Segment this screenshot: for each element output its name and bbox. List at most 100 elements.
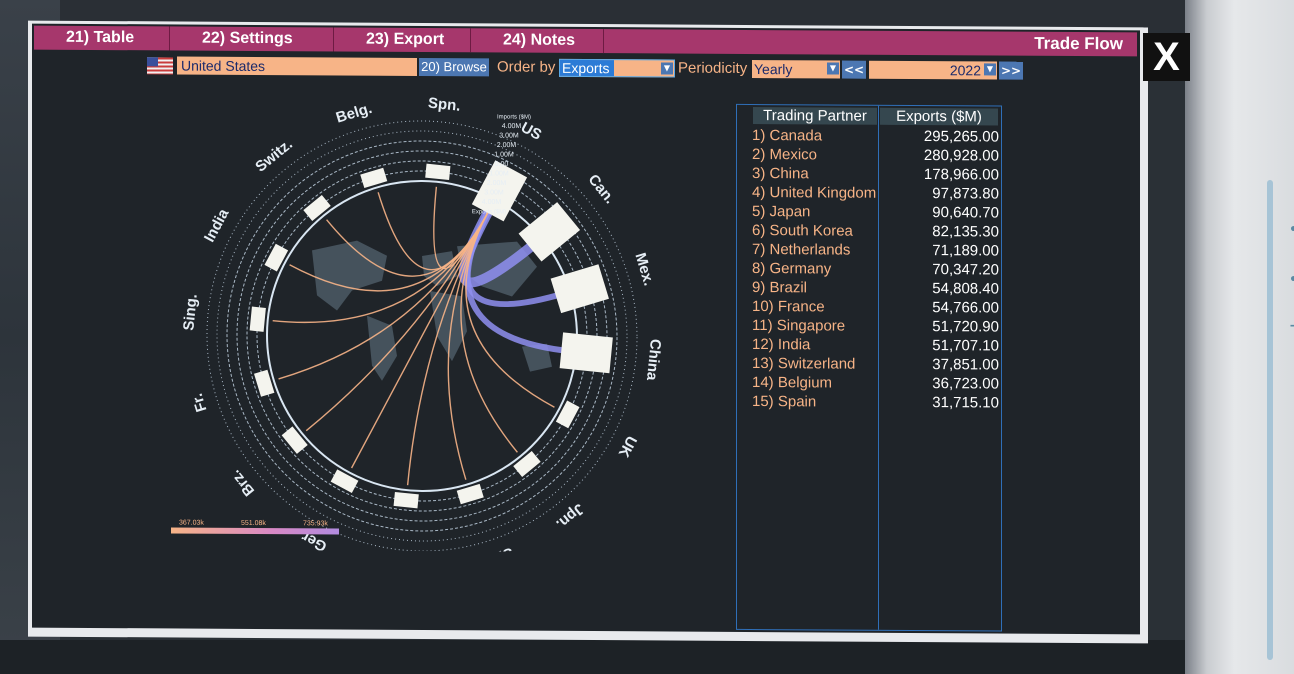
chevron-down-icon[interactable]: ▼ — [827, 62, 839, 75]
partner-name: 10) France — [752, 298, 825, 316]
table-row[interactable]: 5) Japan 90,640.70 — [737, 202, 1001, 223]
table-row[interactable]: 7) Netherlands 71,189.00 — [737, 240, 1001, 261]
partner-label: Fr. — [189, 391, 211, 413]
partner-name: 14) Belgium — [752, 374, 833, 392]
trade-flow-chart: Imports ($M) 4.00M 3.00M 2.00M 1.00M 0.00 1.00… — [180, 95, 664, 553]
export-value: 36,723.00 — [932, 375, 999, 393]
scale-label: 4.00M — [482, 199, 502, 206]
scale-label: 3.00M — [499, 132, 519, 139]
column-header-exports[interactable]: Exports ($M) — [880, 107, 998, 126]
partner-name: 15) Spain — [752, 393, 817, 411]
partner-name: 6) South Korea — [752, 222, 853, 240]
partner-label: China — [643, 338, 664, 382]
node-partner[interactable] — [550, 264, 609, 314]
scale-label: Imports ($M) — [497, 114, 531, 120]
partner-name: 3) China — [752, 165, 809, 183]
chevron-down-icon[interactable]: ▼ — [984, 63, 996, 76]
scale-label: 0.00 — [495, 161, 509, 168]
table-row[interactable]: 3) China 178,966.00 — [737, 164, 1001, 185]
partner-label: Mex. — [631, 251, 657, 288]
table-row[interactable]: 11) Singapore 51,720.90 — [737, 316, 1001, 337]
chevron-down-icon[interactable]: ▼ — [661, 62, 673, 75]
node-partner[interactable] — [513, 450, 541, 477]
partner-label: Spn. — [427, 95, 461, 115]
next-period-button[interactable]: >> — [999, 61, 1023, 80]
column-header-partner[interactable]: Trading Partner — [753, 107, 877, 125]
scale-label: 4.00M — [502, 123, 522, 130]
partner-label: Sing. — [180, 293, 200, 331]
trading-partner-table: Trading Partner Exports ($M) 1) Canada 29… — [736, 103, 1002, 632]
export-value: 90,640.70 — [932, 204, 999, 222]
node-partner[interactable] — [330, 469, 359, 494]
flow-chord — [406, 212, 489, 486]
partner-label: S. Kor. — [465, 544, 515, 553]
background-strip — [1267, 180, 1273, 660]
menu-bar: 21) Table 22) Settings 23) Export 24) No… — [34, 25, 1137, 57]
table-row[interactable]: 12) India 51,707.10 — [737, 335, 1001, 356]
partner-name: 9) Brazil — [752, 279, 808, 297]
node-partner[interactable] — [264, 243, 289, 272]
table-row[interactable]: 14) Belgium 36,723.00 — [737, 373, 1001, 394]
window-title: Trade Flow — [1034, 33, 1123, 54]
node-partner[interactable] — [249, 306, 266, 332]
year-select[interactable]: 2022 ▼ — [869, 60, 997, 80]
export-value: 37,851.00 — [932, 356, 999, 374]
table-row[interactable]: 9) Brazil 54,808.40 — [737, 278, 1001, 299]
scale-label: 2.00M — [487, 180, 507, 187]
menu-settings[interactable]: 22) Settings — [170, 26, 334, 52]
partner-name: 11) Singapore — [752, 317, 846, 335]
partner-name: 12) India — [752, 336, 811, 354]
partner-name: 4) United Kingdom — [752, 184, 877, 202]
label-us: US — [518, 119, 544, 144]
node-us[interactable] — [471, 160, 528, 222]
menu-export[interactable]: 23) Export — [334, 27, 471, 53]
flow-chord — [377, 192, 489, 271]
browse-button[interactable]: 20) Browse — [419, 57, 489, 77]
export-value: 70,347.20 — [932, 261, 999, 279]
node-partner[interactable] — [360, 167, 388, 189]
chart-ring — [206, 120, 638, 552]
node-partner[interactable] — [254, 369, 275, 397]
scale-label: 3.00M — [484, 189, 504, 196]
scale-label: 1.00M — [489, 170, 509, 177]
close-button[interactable]: X — [1143, 33, 1190, 81]
world-map — [312, 240, 552, 381]
order-by-label: Order by — [497, 58, 556, 76]
periodicity-select[interactable]: Yearly ▼ — [752, 60, 840, 79]
node-partner[interactable] — [456, 483, 484, 505]
node-partner[interactable] — [303, 195, 331, 222]
partner-name: 1) Canada — [752, 127, 823, 145]
table-row[interactable]: 10) France 54,766.00 — [737, 297, 1001, 318]
export-value: 97,873.80 — [932, 185, 999, 203]
menu-notes[interactable]: 24) Notes — [471, 28, 604, 54]
flow-chord — [433, 186, 489, 270]
legend-tick: 735.93k — [303, 520, 328, 528]
partner-label: Jpn. — [553, 500, 588, 533]
scale-label: 2.00M — [497, 142, 517, 149]
node-partner[interactable] — [393, 491, 419, 509]
table-row[interactable]: 15) Spain 31,715.10 — [737, 392, 1001, 413]
node-partner[interactable] — [518, 202, 581, 262]
background-mark: + — [1289, 318, 1294, 334]
map-region-south-america — [367, 315, 397, 381]
partner-label: Switz. — [252, 136, 296, 176]
table-row[interactable]: 2) Mexico 280,928.00 — [737, 145, 1001, 166]
prev-period-button[interactable]: << — [842, 60, 866, 79]
country-input[interactable]: United States — [177, 56, 417, 76]
table-row[interactable]: 1) Canada 295,265.00 — [737, 126, 1001, 147]
menu-table[interactable]: 21) Table — [34, 25, 170, 51]
table-row[interactable]: 6) South Korea 82,135.30 — [737, 221, 1001, 242]
table-row[interactable]: 13) Switzerland 37,851.00 — [737, 354, 1001, 375]
background-bottom — [0, 640, 1185, 674]
order-by-select[interactable]: Exports ▼ — [559, 58, 675, 78]
chart-scale: Imports ($M) 4.00M 3.00M 2.00M 1.00M 0.00 1.00… — [472, 114, 531, 215]
partner-name: 13) Switzerland — [752, 355, 856, 373]
table-row[interactable]: 4) United Kingdom 97,873.80 — [737, 183, 1001, 204]
table-row[interactable]: 8) Germany 70,347.20 — [737, 259, 1001, 280]
node-partner[interactable] — [281, 426, 308, 454]
chart-ring — [226, 140, 618, 532]
node-partner[interactable] — [555, 400, 580, 429]
node-partner[interactable] — [425, 163, 451, 181]
node-partner[interactable] — [559, 332, 613, 374]
partner-name: 7) Netherlands — [752, 241, 851, 259]
